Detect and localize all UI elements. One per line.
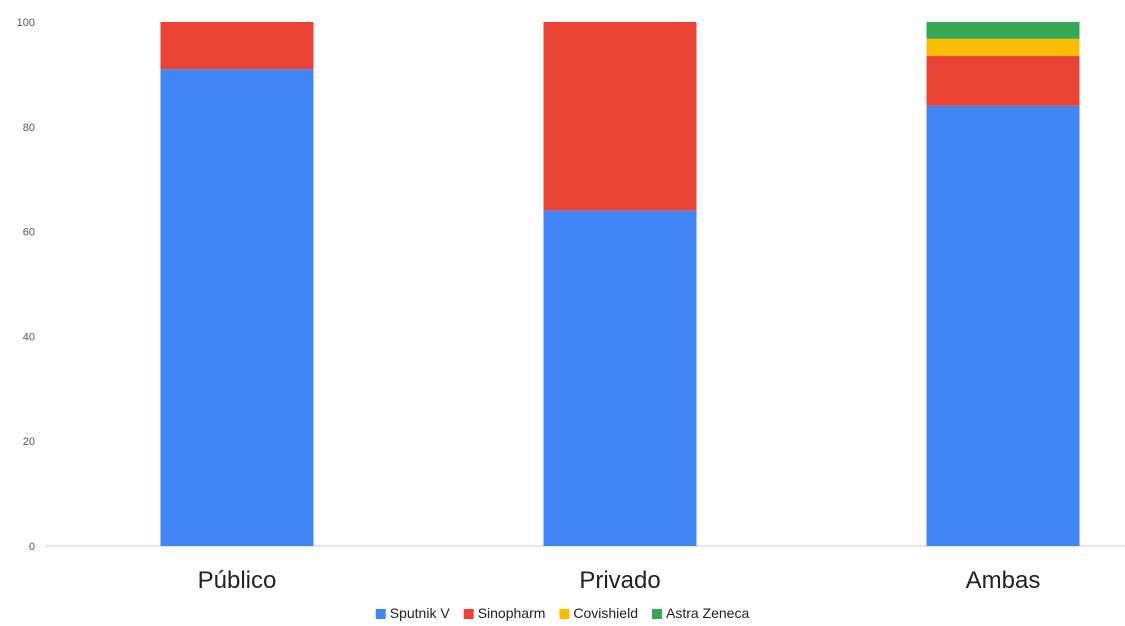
legend-swatch <box>559 609 570 619</box>
legend-label: Sputnik V <box>390 605 451 621</box>
bar-sinopharm-2 <box>926 56 1080 106</box>
legend-swatch <box>375 609 386 619</box>
bar-sputnik-v-2 <box>926 105 1080 546</box>
bar-covishield-2 <box>926 38 1080 57</box>
y-tick-label: 40 <box>23 331 35 343</box>
y-tick-label: 100 <box>17 17 35 29</box>
x-tick-label: Privado <box>579 567 660 594</box>
bar-sinopharm-0 <box>160 22 314 70</box>
y-axis-ticks: 0 20 40 60 80 100 <box>17 17 35 553</box>
legend-item-sinopharm: Sinopharm <box>463 605 546 621</box>
x-tick-label: Ambas <box>966 567 1041 594</box>
bar-sputnik-v-0 <box>160 69 314 546</box>
x-axis-ticks: Público Privado Ambas <box>198 567 1041 594</box>
legend-item-covishield: Covishield <box>559 605 638 621</box>
y-tick-label: 0 <box>29 541 35 553</box>
legend-item-sputnik-v: Sputnik V <box>375 605 451 621</box>
legend-label: Astra Zeneca <box>666 605 749 621</box>
y-tick-label: 80 <box>23 122 35 134</box>
legend-swatch <box>463 609 474 619</box>
bars-group <box>160 22 1080 546</box>
y-tick-label: 20 <box>23 436 35 448</box>
legend-label: Sinopharm <box>478 605 546 621</box>
bar-sinopharm-1 <box>543 22 697 211</box>
legend-label: Covishield <box>573 605 638 621</box>
y-tick-label: 60 <box>23 227 35 239</box>
legend-swatch <box>651 609 662 619</box>
x-tick-label: Público <box>198 567 277 594</box>
legend-item-astra-zeneca: Astra Zeneca <box>651 605 749 621</box>
bar-sputnik-v-1 <box>543 210 697 546</box>
legend: Sputnik V Sinopharm Covishield Astra Zeneca <box>375 605 749 621</box>
bar-astra-zeneca-2 <box>926 22 1080 39</box>
